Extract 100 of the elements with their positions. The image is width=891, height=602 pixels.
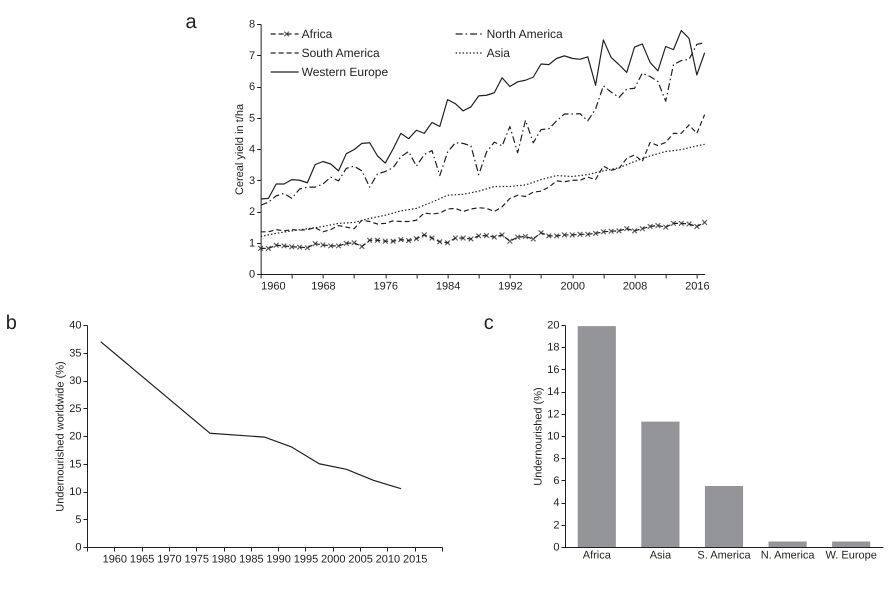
x-tick-label: 1975	[184, 554, 209, 566]
y-tick-label: 0	[553, 542, 560, 554]
y-tick-label: 7	[249, 50, 256, 62]
x-tick-label: 1985	[239, 554, 264, 566]
point	[336, 242, 342, 249]
point	[273, 242, 280, 248]
point	[538, 230, 544, 236]
y-tick-label: 2	[553, 519, 560, 532]
point	[390, 238, 396, 244]
point	[616, 228, 622, 234]
y-tick-label: 8	[249, 18, 256, 30]
point	[444, 240, 451, 246]
point	[328, 242, 334, 249]
point	[258, 245, 264, 252]
point	[288, 244, 295, 250]
point	[686, 221, 692, 227]
point	[296, 244, 303, 250]
point	[624, 226, 630, 232]
point	[530, 236, 536, 242]
point	[281, 242, 287, 249]
point	[670, 220, 676, 226]
point	[343, 240, 350, 246]
x-tick-label: 1960	[261, 280, 286, 292]
y-tick-label: 4	[249, 144, 256, 156]
chart-title: b	[6, 312, 17, 334]
chart-title: a	[186, 11, 198, 33]
x-tick-label: 1990	[266, 554, 291, 566]
x-tick-label: 2010	[376, 554, 400, 566]
y-tick-label: 18	[547, 342, 560, 354]
point	[351, 240, 358, 246]
legend-label: Western Europe	[302, 65, 388, 79]
legend-label: Africa	[302, 27, 333, 41]
legend-label: North America	[486, 27, 563, 41]
point	[662, 224, 669, 230]
point	[584, 231, 591, 238]
point	[702, 219, 708, 226]
point	[546, 232, 552, 239]
point	[382, 238, 388, 244]
point	[366, 237, 373, 244]
point	[654, 222, 661, 229]
y-tick-label: 14	[547, 386, 560, 398]
point	[358, 244, 365, 250]
x-tick-label: 2005	[348, 554, 373, 566]
point	[398, 236, 404, 243]
chart-title: c	[484, 312, 494, 334]
y-tick-label: 25	[69, 402, 82, 415]
point	[421, 232, 428, 238]
point	[484, 232, 490, 239]
point	[476, 232, 482, 239]
y-tick-label: 20	[547, 320, 560, 332]
x-tick-label: 1976	[374, 280, 398, 292]
point	[413, 236, 420, 242]
point	[312, 240, 318, 247]
y-tick-label: 0	[249, 268, 256, 280]
x-tick-label: 1995	[294, 554, 318, 566]
x-tick-label: W. Europe	[826, 550, 877, 562]
x-tick-label: 2000	[321, 554, 346, 566]
point	[491, 234, 498, 240]
x-tick-label: Asia	[650, 550, 672, 562]
y-axis-title: Cereal yield in t/ha	[234, 103, 246, 196]
y-tick-label: 20	[69, 430, 82, 442]
y-tick-label: 4	[553, 497, 560, 510]
x-tick-label: 1965	[130, 554, 154, 566]
point	[452, 235, 458, 242]
point	[506, 238, 513, 244]
bar	[832, 541, 870, 547]
y-tick-label: 30	[69, 375, 82, 387]
point	[460, 235, 466, 242]
point	[569, 232, 576, 238]
point	[639, 226, 646, 232]
point	[265, 245, 272, 252]
y-tick-label: 5	[75, 514, 82, 526]
bar	[704, 486, 744, 547]
point	[320, 242, 326, 248]
x-tick-label: 2000	[560, 280, 585, 292]
bar	[641, 422, 680, 547]
line-series	[100, 341, 402, 490]
y-tick-label: 40	[69, 320, 82, 332]
x-tick-label: 1960	[102, 554, 128, 566]
point	[522, 234, 528, 240]
y-tick-label: 0	[75, 542, 82, 554]
x-tick-label: 1970	[157, 554, 182, 566]
point	[499, 232, 506, 238]
point	[304, 244, 310, 251]
point	[374, 237, 380, 244]
y-tick-label: 6	[249, 81, 256, 93]
x-tick-label: N. America	[760, 550, 816, 562]
x-tick-label: 1980	[212, 554, 236, 566]
point	[406, 238, 412, 244]
point	[592, 230, 599, 236]
y-axis-title: Undernourished (%)	[532, 387, 544, 486]
point	[647, 224, 654, 230]
point	[514, 234, 521, 240]
point	[577, 231, 583, 238]
y-axis-title: Undernourished worldwide (%)	[54, 361, 66, 512]
point	[468, 236, 474, 242]
x-tick-label: 1984	[436, 280, 460, 292]
y-tick-label: 15	[69, 458, 82, 470]
point	[554, 232, 560, 239]
x-tick-label: 1968	[311, 280, 336, 292]
